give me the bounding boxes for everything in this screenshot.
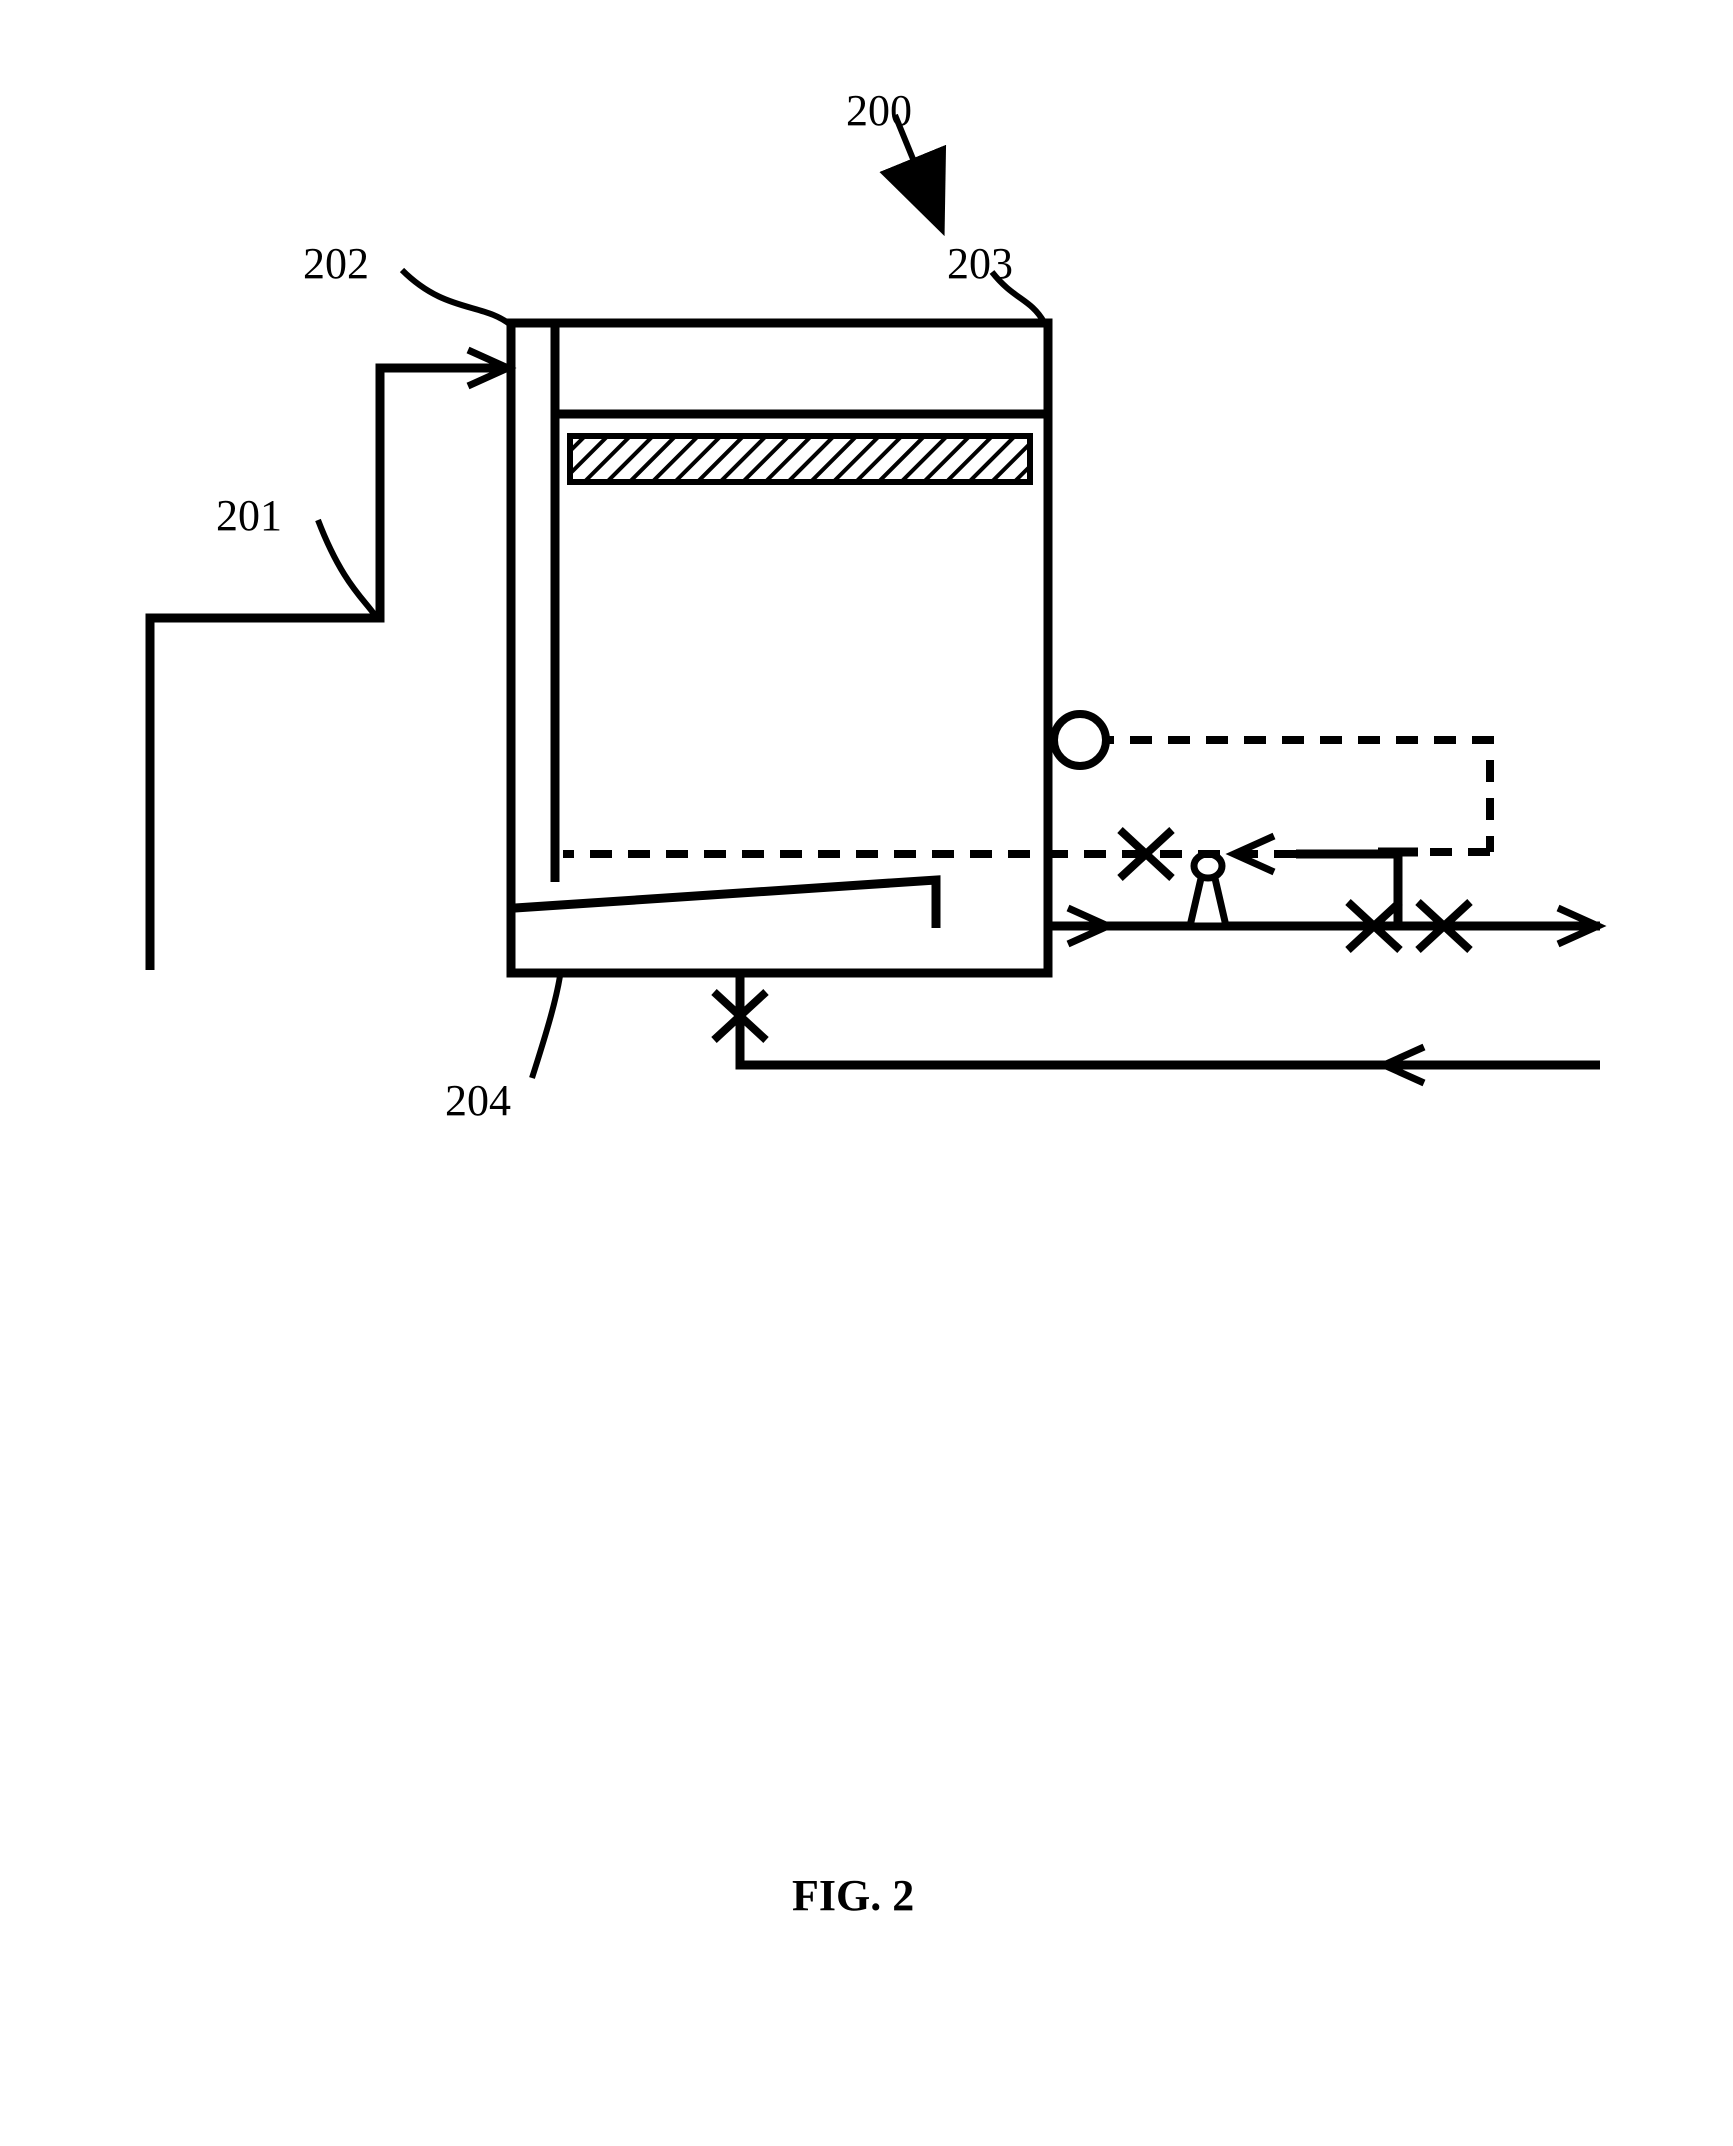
label-203: 203: [947, 238, 1013, 289]
label-202: 202: [303, 238, 369, 289]
figure-caption: FIG. 2: [792, 1870, 914, 1921]
label-200: 200: [846, 85, 912, 136]
patent-figure-2: 200 201 202 203 204 FIG. 2: [0, 0, 1733, 2146]
tank-outer: [511, 323, 1048, 973]
sloped-floor: [515, 880, 936, 928]
leader-204: [532, 976, 560, 1078]
label-204: 204: [445, 1075, 511, 1126]
membrane-element: [570, 436, 1030, 482]
label-201: 201: [216, 490, 282, 541]
sensor-circle-icon: [1054, 714, 1106, 766]
inlet-pipe-201: [150, 368, 508, 970]
return-bottom-pipe: [740, 976, 1600, 1065]
leader-202: [402, 270, 512, 326]
leader-201: [318, 520, 378, 620]
pump-icon: [1190, 854, 1226, 926]
diagram-svg: [0, 0, 1733, 2146]
